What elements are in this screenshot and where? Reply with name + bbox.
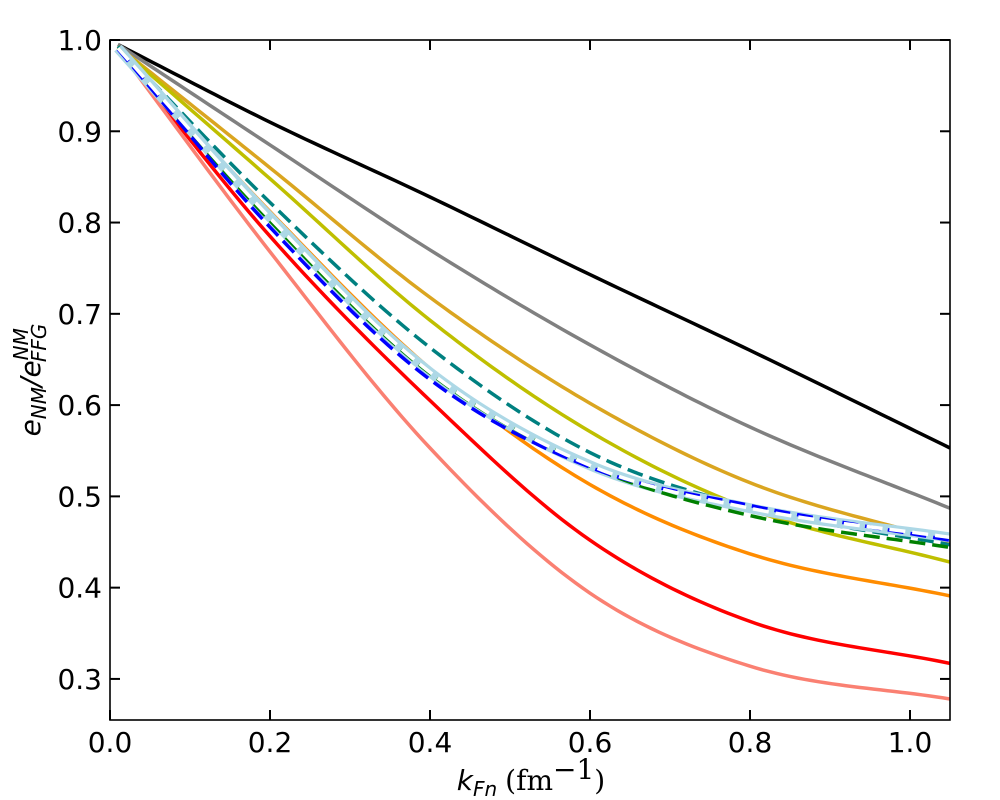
series-line-red	[116, 48, 950, 666]
series-line-orange	[116, 46, 950, 598]
x-label-var-sub: Fn	[473, 777, 497, 800]
x-tick-label: 0.8	[728, 726, 773, 759]
series-line-teal-dashed	[116, 45, 950, 547]
y-tick-label: 0.7	[57, 298, 102, 331]
y-tick-label: 0.6	[57, 389, 102, 422]
x-label-unit-sup: −1	[553, 753, 594, 786]
y-label-sub1: NM	[27, 387, 51, 419]
y-axis-label-group: eNM/eNMFFG	[9, 324, 51, 437]
series-line-salmon	[116, 48, 950, 701]
y-tick-label: 0.3	[57, 663, 102, 696]
series-line-olive-yellow	[116, 45, 950, 564]
x-tick-label: 0.0	[88, 726, 133, 759]
series-line-gray	[117, 43, 950, 510]
y-tick-label: 0.9	[57, 115, 102, 148]
series-layer	[114, 43, 950, 701]
y-label-sup2: NM	[9, 328, 33, 360]
y-tick-label: 0.5	[57, 480, 102, 513]
y-axis-label: eNM/eNMFFG	[9, 324, 51, 437]
series-line-goldenrod	[116, 45, 950, 544]
x-tick-label: 0.6	[568, 726, 613, 759]
series-line-lightblue-thick	[114, 44, 950, 543]
y-tick-label: 0.4	[57, 572, 102, 605]
series-line-white-dashed	[116, 47, 950, 540]
x-tick-label: 1.0	[888, 726, 933, 759]
y-label-e1: e	[14, 419, 47, 436]
ticks-layer: 0.0 0.2 0.4 0.6 0.8 1.0 0.3 0.4 0.5 0.6 0.7 0.8 0.9 1…	[57, 24, 950, 759]
x-label-unit-open: (fm	[505, 764, 553, 797]
y-label-e2: e	[14, 360, 47, 377]
x-label-unit-close: )	[594, 764, 605, 797]
x-tick-label: 0.4	[408, 726, 453, 759]
x-label-var: k	[457, 764, 475, 797]
y-tick-label: 1.0	[57, 24, 102, 57]
series-line-black	[117, 43, 950, 450]
y-tick-label: 0.8	[57, 207, 102, 240]
series-line-green-dashed	[116, 47, 950, 550]
y-label-sub2: FFG	[27, 324, 51, 363]
y-label-slash: /	[14, 375, 47, 390]
series-line-blue-dashed	[116, 47, 950, 542]
x-axis-label: kFn (fm−1)	[457, 753, 605, 800]
plot-frame	[109, 39, 951, 721]
x-tick-label: 0.2	[248, 726, 293, 759]
